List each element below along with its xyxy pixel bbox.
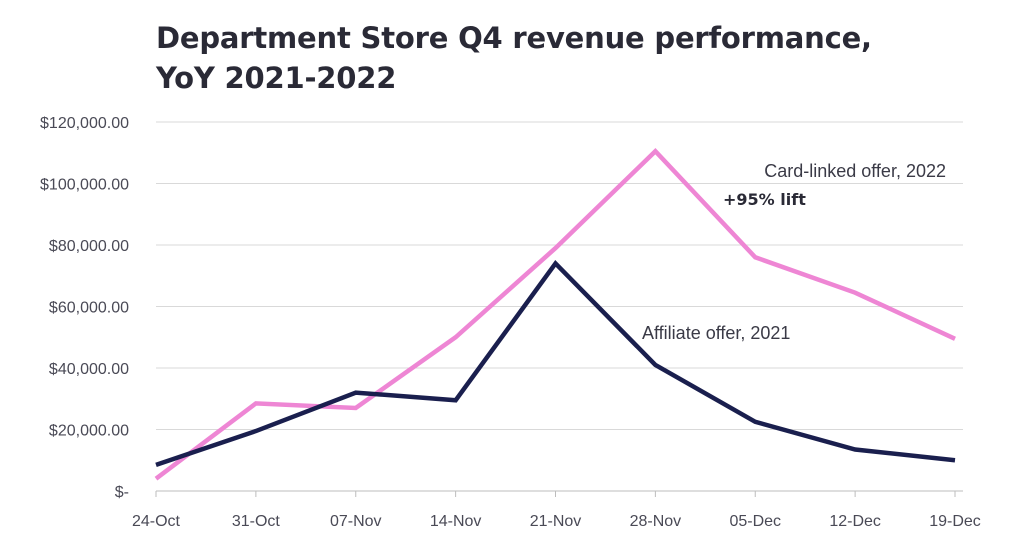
x-tick-label: 28-Nov <box>630 513 682 530</box>
x-tick-label: 14-Nov <box>430 513 482 530</box>
y-tick-label: $20,000.00 <box>49 423 129 440</box>
annotation-card-linked: Card-linked offer, 2022 <box>764 161 946 181</box>
y-tick-label: $40,000.00 <box>49 361 129 378</box>
y-tick-label: $80,000.00 <box>49 238 129 255</box>
chart-title-line-1: Department Store Q4 revenue performance, <box>156 21 872 55</box>
x-tick-label: 24-Oct <box>132 513 181 530</box>
y-axis-ticks: $- $20,000.00 $40,000.00 $60,000.00 $80,000.… <box>40 115 129 501</box>
gridlines <box>156 121 963 492</box>
x-tick-label: 21-Nov <box>530 513 582 530</box>
annotation-affiliate: Affiliate offer, 2021 <box>642 323 790 343</box>
chart-title: Department Store Q4 revenue performance,… <box>156 18 916 98</box>
y-tick-label: $60,000.00 <box>49 300 129 317</box>
series-lines <box>154 148 956 481</box>
y-tick-label: $120,000.00 <box>40 115 129 132</box>
y-tick-label: $- <box>115 484 129 501</box>
x-tick-label: 07-Nov <box>330 513 382 530</box>
annotations: Card-linked offer, 2022 +95% lift Affili… <box>642 161 946 343</box>
x-tick-label: 31-Oct <box>232 513 281 530</box>
x-tick-label: 05-Dec <box>729 513 781 530</box>
annotation-lift: +95% lift <box>723 190 806 209</box>
x-tick-label: 12-Dec <box>829 513 881 530</box>
series-line-1 <box>155 259 956 467</box>
y-tick-label: $100,000.00 <box>40 177 129 194</box>
x-tick-label: 19-Dec <box>929 513 981 530</box>
chart-title-line-2: YoY 2021-2022 <box>156 61 397 95</box>
x-axis-ticks: 24-Oct 31-Oct 07-Nov 14-Nov 21-Nov 28-Nov 05-D… <box>132 491 981 530</box>
